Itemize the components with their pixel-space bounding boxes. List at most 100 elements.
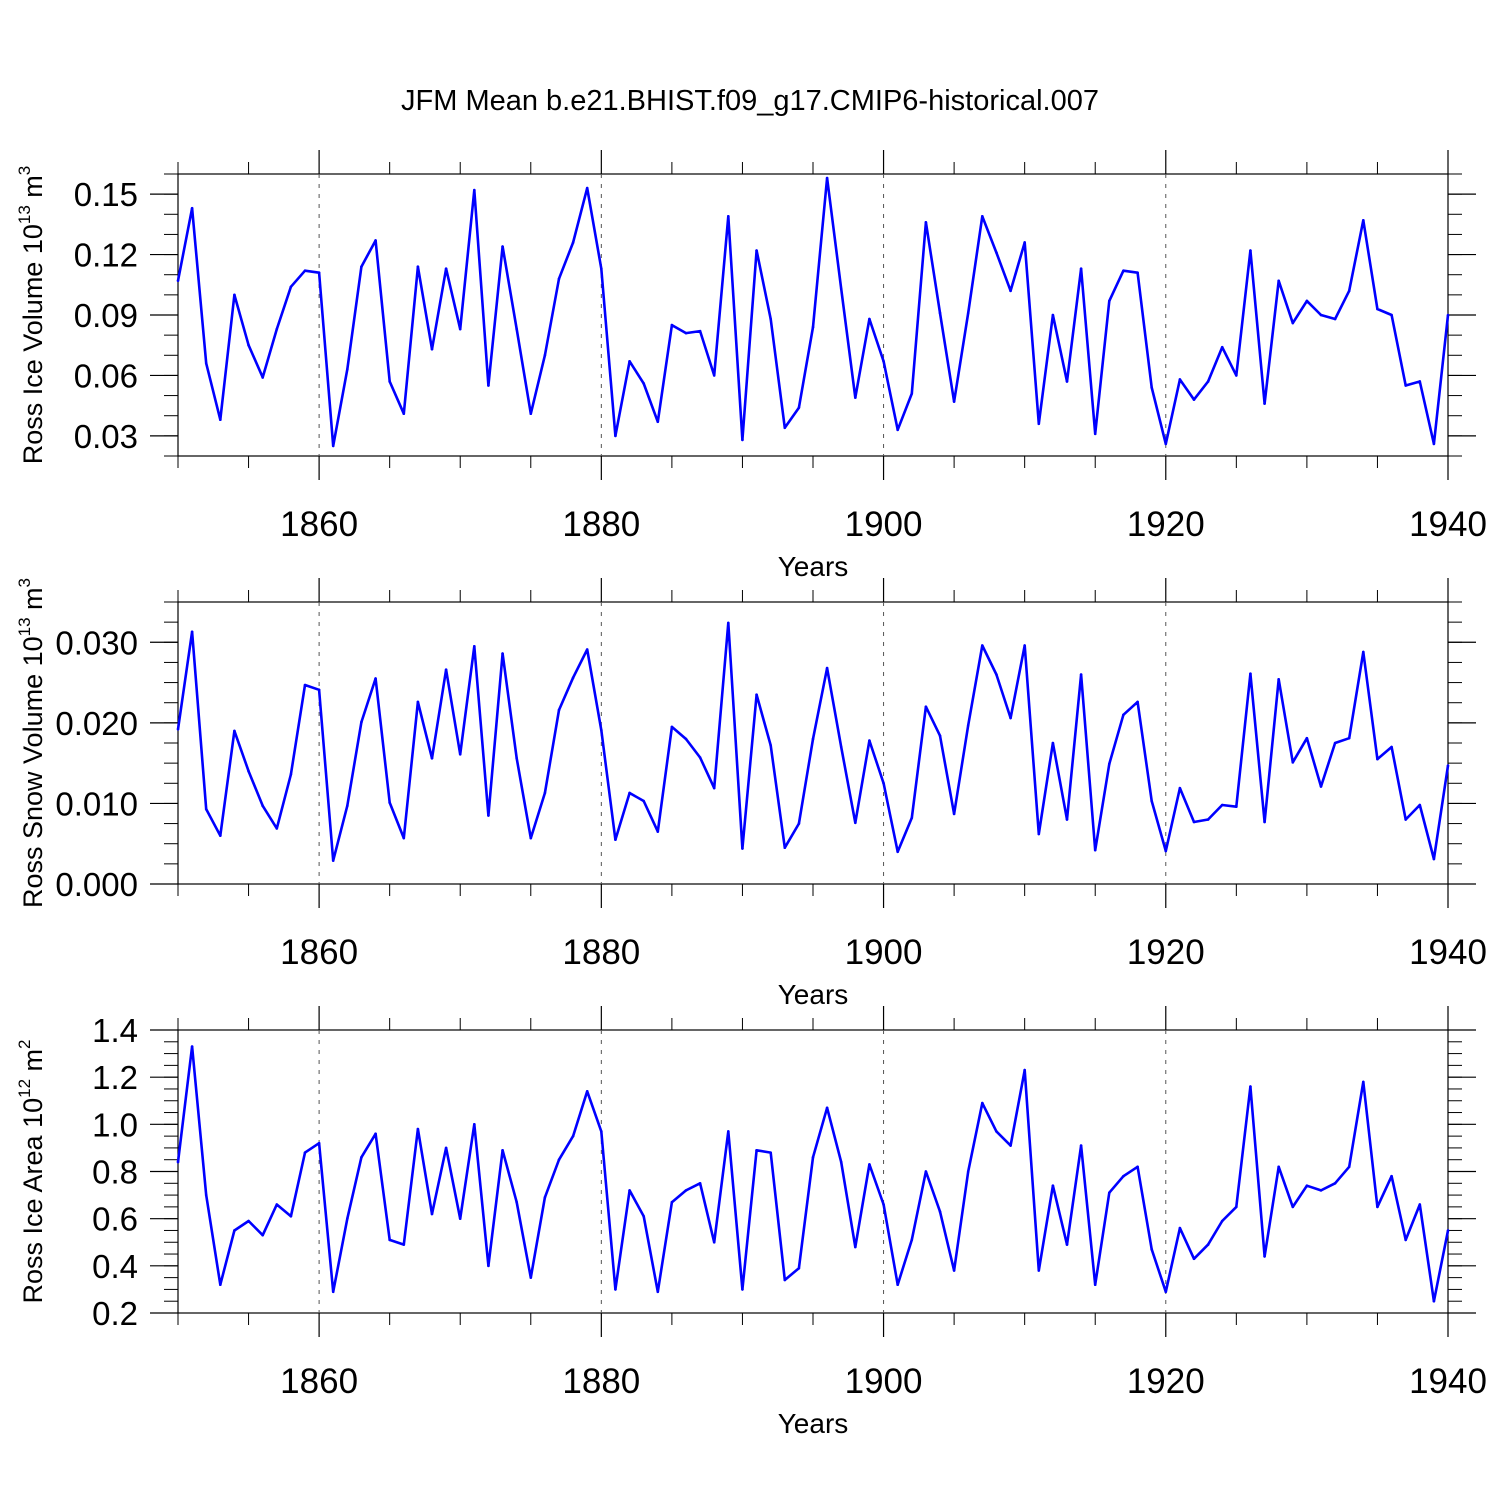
data-point <box>543 353 547 357</box>
data-point <box>402 1243 406 1246</box>
data-point <box>1206 818 1210 821</box>
data-point <box>487 1264 490 1268</box>
data-point <box>1305 299 1309 303</box>
data-point <box>346 368 349 371</box>
data-point <box>1432 442 1436 446</box>
data-point <box>1277 678 1280 681</box>
data-point <box>458 1217 462 1220</box>
data-point <box>600 267 603 270</box>
data-point <box>1347 289 1351 293</box>
data-point <box>289 1215 293 1218</box>
y-tick-label: 1.2 <box>92 1059 138 1096</box>
data-point <box>585 186 589 190</box>
x-tick-label: 1920 <box>1127 933 1205 972</box>
data-point <box>628 1189 631 1192</box>
y-label-exponent: 13 <box>15 205 34 224</box>
y-tick-label: 0.010 <box>55 785 138 822</box>
data-point <box>1192 820 1196 824</box>
data-point <box>261 1233 264 1237</box>
data-point <box>769 317 772 321</box>
data-point <box>444 1146 448 1150</box>
data-point <box>204 807 208 811</box>
data-point <box>444 668 448 671</box>
data-point <box>600 728 603 732</box>
data-point <box>360 1156 363 1159</box>
data-point <box>1263 820 1266 824</box>
data-point <box>1235 374 1238 377</box>
data-point <box>1362 1080 1365 1084</box>
data-point <box>571 676 575 680</box>
data-point <box>1235 1205 1238 1209</box>
data-point <box>1065 818 1069 821</box>
data-point <box>825 176 829 180</box>
data-point <box>811 1156 815 1159</box>
data-point <box>755 693 758 696</box>
data-point <box>1150 799 1153 803</box>
data-point <box>233 1229 236 1232</box>
data-point <box>938 311 942 315</box>
y-tick-label: 0.4 <box>92 1248 138 1285</box>
data-point <box>1418 1203 1422 1206</box>
y-label-unit: m <box>18 587 48 617</box>
data-point <box>1093 1283 1097 1286</box>
data-point <box>1376 307 1379 311</box>
data-point <box>995 1130 998 1133</box>
data-point <box>1108 762 1111 766</box>
y-label-unit: m <box>18 175 48 205</box>
data-point <box>995 673 998 676</box>
y-label-main: Ross Ice Area 10 <box>18 1098 48 1304</box>
data-point <box>797 406 801 409</box>
data-point <box>1009 289 1012 293</box>
data-point <box>1051 741 1055 745</box>
data-point <box>1206 380 1210 383</box>
y-tick-label: 0.15 <box>74 176 138 213</box>
data-point <box>374 1132 377 1136</box>
data-point <box>275 327 279 331</box>
data-point <box>1023 241 1026 244</box>
data-point <box>416 1127 420 1131</box>
data-point <box>712 786 716 790</box>
data-point <box>1122 1174 1125 1178</box>
data-point <box>501 652 504 655</box>
data-point <box>1192 1257 1196 1261</box>
data-point <box>204 362 208 365</box>
data-point <box>557 708 561 712</box>
data-point <box>684 331 688 335</box>
data-point <box>670 323 674 327</box>
data-point <box>684 737 688 741</box>
data-point <box>1418 380 1422 383</box>
data-point <box>374 239 377 242</box>
y-tick-label: 0.6 <box>92 1201 138 1238</box>
y-tick-label: 0.030 <box>55 624 138 661</box>
data-point <box>1235 805 1238 808</box>
data-point <box>1291 1205 1295 1209</box>
data-point <box>910 816 914 820</box>
data-point <box>712 1240 716 1244</box>
data-point <box>783 426 787 430</box>
data-point <box>458 752 462 756</box>
data-point <box>642 799 645 803</box>
data-point <box>204 1193 208 1197</box>
data-point <box>698 1181 702 1185</box>
data-point <box>1291 321 1295 325</box>
data-point <box>896 1283 899 1286</box>
data-point <box>529 836 533 840</box>
data-point <box>275 827 279 830</box>
data-point <box>995 251 998 254</box>
y-axis-label: Ross Snow Volume 1013 m3 <box>15 578 48 908</box>
figure-title: JFM Mean b.e21.BHIST.f09_g17.CMIP6-histo… <box>401 85 1099 117</box>
data-point <box>755 249 758 252</box>
x-tick-label: 1900 <box>845 933 923 972</box>
data-point <box>275 1203 279 1206</box>
data-point <box>1446 764 1450 767</box>
data-point <box>966 723 970 727</box>
data-point <box>1108 1191 1111 1195</box>
data-point <box>402 412 406 416</box>
data-point <box>698 756 702 759</box>
data-point <box>628 360 631 363</box>
data-point <box>825 1106 829 1110</box>
x-tick-label: 1900 <box>845 1362 923 1401</box>
data-point <box>882 1203 885 1206</box>
data-point <box>515 327 518 331</box>
